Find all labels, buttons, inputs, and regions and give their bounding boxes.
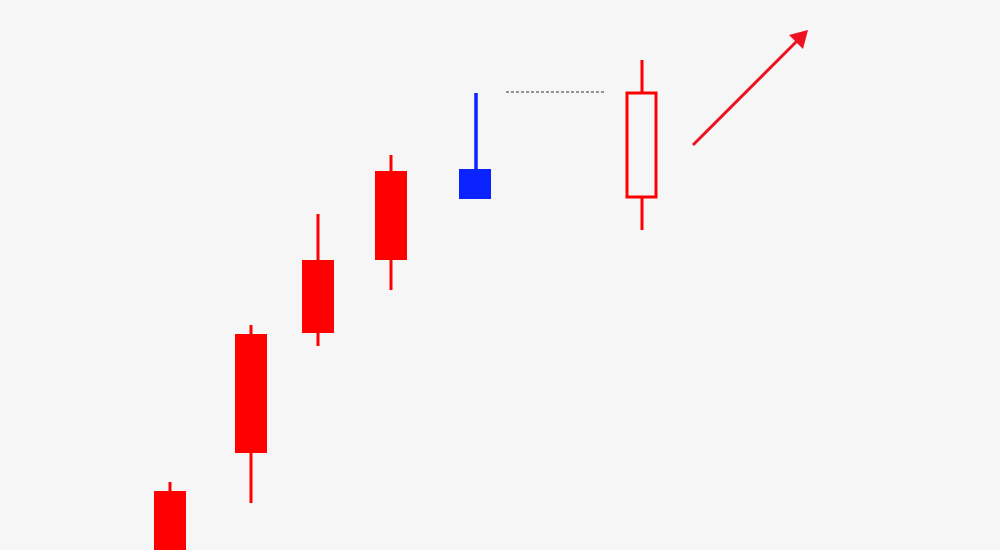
candle-2-body <box>235 334 267 453</box>
candle-1 <box>154 482 186 550</box>
candle-6-body <box>625 91 658 199</box>
candle-1-body <box>154 491 186 550</box>
candle-3 <box>302 214 334 346</box>
candle-3-body <box>302 260 334 333</box>
candle-4-body <box>375 171 407 260</box>
candle-6-hollow <box>625 60 658 230</box>
candle-5-body <box>459 169 491 199</box>
candle-5-highlight <box>459 93 491 199</box>
candle-2 <box>235 325 267 503</box>
arrow-up-right-icon <box>691 30 808 147</box>
candle-4 <box>375 155 407 290</box>
